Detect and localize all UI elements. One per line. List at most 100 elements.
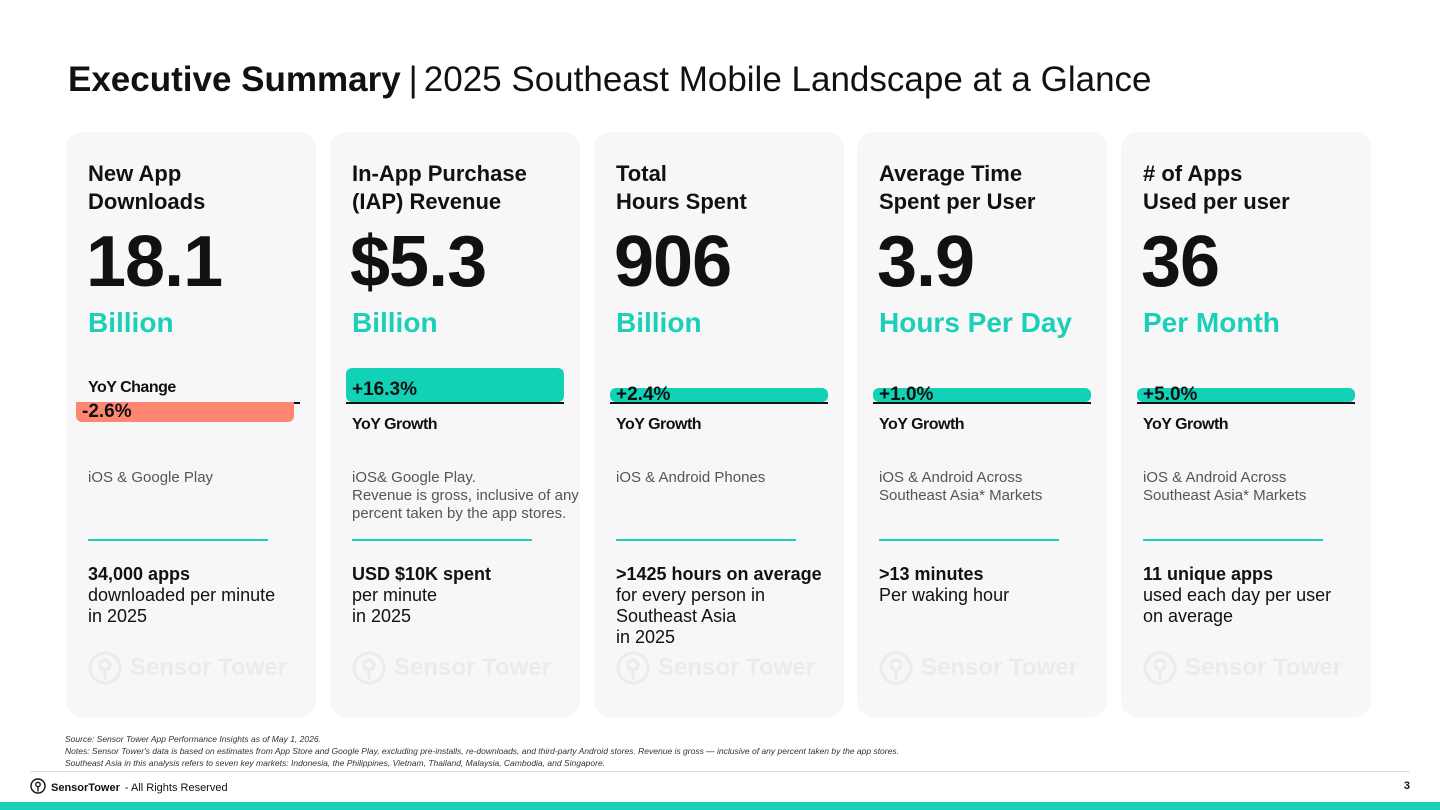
- watermark: Sensor Tower: [352, 650, 551, 686]
- change-value: +5.0%: [1143, 384, 1198, 405]
- metric-card: Total Hours Spent 906 Billion +2.4% YoY Growt…: [594, 132, 844, 717]
- sensor-tower-logo-icon: [88, 651, 122, 685]
- stat-line: used each day per user: [1143, 585, 1332, 605]
- card-label: In-App Purchase (IAP) Revenue: [352, 160, 527, 216]
- page-title: Executive Summary | 2025 Southeast Mobile …: [68, 58, 1152, 102]
- card-baseline: [346, 402, 564, 404]
- card-value: $5.3: [350, 222, 487, 302]
- title-bold: Executive Summary: [68, 60, 401, 99]
- change-value: +2.4%: [616, 384, 671, 405]
- watermark: Sensor Tower: [1143, 650, 1342, 686]
- footer-rights: - All Rights Reserved: [124, 781, 228, 794]
- card-baseline: [610, 402, 828, 404]
- description-line: percent taken by the app stores.: [352, 505, 567, 522]
- card-label-line2: Spent per User: [879, 189, 1036, 214]
- card-label: # of Apps Used per user: [1143, 160, 1290, 216]
- footer-divider: [30, 771, 1410, 772]
- metric-card: # of Apps Used per user 36 Per Month +5.0% Yo…: [1121, 132, 1371, 717]
- footer-brand: SensorTower: [51, 781, 120, 794]
- description-line: iOS & Android Across: [1143, 469, 1287, 486]
- description-line: Revenue is gross, inclusive of any: [352, 487, 579, 504]
- description-line: Southeast Asia* Markets: [879, 487, 1043, 504]
- card-stat: USD $10K spent per minute in 2025: [352, 564, 491, 627]
- card-label: New App Downloads: [88, 160, 205, 216]
- card-label-line2: Downloads: [88, 189, 206, 214]
- card-divider: [88, 539, 268, 541]
- metric-card: Average Time Spent per User 3.9 Hours Per D…: [857, 132, 1107, 717]
- footnote-notes: Notes: Sensor Tower's data is based on e…: [65, 746, 899, 756]
- card-label-line1: New App: [88, 161, 182, 186]
- description-line: iOS & Android Phones: [616, 469, 766, 486]
- card-description: iOS & Android Across Southeast Asia* Mark…: [879, 469, 1042, 505]
- change-value: -2.6%: [82, 401, 132, 422]
- card-stat: >13 minutes Per waking hour: [879, 564, 1009, 606]
- description-line: Southeast Asia* Markets: [1143, 487, 1307, 504]
- card-label: Average Time Spent per User: [879, 160, 1036, 216]
- change-label: YoY Growth: [352, 416, 438, 433]
- watermark-text: Sensor Tower: [921, 654, 1078, 681]
- card-unit: Billion: [352, 307, 438, 338]
- description-line: iOS & Android Across: [879, 469, 1023, 486]
- change-bar: +5.0%: [1137, 385, 1355, 404]
- card-description: iOS & Google Play: [88, 469, 213, 487]
- card-baseline: [873, 402, 1091, 404]
- card-unit: Billion: [616, 307, 702, 338]
- watermark-text: Sensor Tower: [1185, 654, 1342, 681]
- card-baseline: [1137, 402, 1355, 404]
- stat-line: in 2025: [352, 606, 412, 626]
- card-description: iOS & Android Across Southeast Asia* Mark…: [1143, 469, 1306, 505]
- stat-highlight: USD $10K spent: [352, 564, 492, 584]
- watermark-text: Sensor Tower: [130, 654, 287, 681]
- watermark: Sensor Tower: [616, 650, 815, 686]
- watermark: Sensor Tower: [879, 650, 1078, 686]
- stat-highlight: 34,000 apps: [88, 564, 191, 584]
- card-label-line1: Total: [616, 161, 667, 186]
- card-value: 3.9: [877, 222, 975, 302]
- card-description: iOS& Google Play. Revenue is gross, inclu…: [352, 469, 579, 523]
- change-value: +16.3%: [352, 379, 417, 400]
- stat-highlight: >13 minutes: [879, 564, 984, 584]
- card-divider: [616, 539, 796, 541]
- card-unit: Per Month: [1143, 307, 1280, 338]
- watermark: Sensor Tower: [88, 650, 287, 686]
- sensor-tower-logo-icon: [616, 651, 650, 685]
- change-bar: -2.6%: [76, 402, 294, 422]
- card-label-line2: Hours Spent: [616, 189, 747, 214]
- stat-line: Per waking hour: [879, 585, 1010, 605]
- change-label: YoY Growth: [879, 416, 965, 433]
- footnote-source: Source: Sensor Tower App Performance Ins…: [65, 734, 321, 744]
- stat-line: in 2025: [88, 606, 148, 626]
- footer: SensorTower - All Rights Reserved: [30, 778, 228, 797]
- card-label: Total Hours Spent: [616, 160, 747, 216]
- stat-line: on average: [1143, 606, 1234, 626]
- metric-card: New App Downloads 18.1 Billion YoY Change -2.…: [66, 132, 316, 717]
- card-value: 36: [1141, 222, 1220, 302]
- stat-line: per minute: [352, 585, 438, 605]
- card-unit: Billion: [88, 307, 174, 338]
- stat-line: for every person in: [616, 585, 766, 605]
- card-value: 906: [614, 222, 732, 302]
- card-label-line2: (IAP) Revenue: [352, 189, 502, 214]
- card-stat: 11 unique apps used each day per user on a…: [1143, 564, 1331, 627]
- watermark-text: Sensor Tower: [658, 654, 815, 681]
- description-line: iOS & Google Play: [88, 469, 214, 486]
- metric-card: In-App Purchase (IAP) Revenue $5.3 Billion +…: [330, 132, 580, 717]
- change-bar: +2.4%: [610, 385, 828, 404]
- bottom-accent-strip: [0, 802, 1440, 810]
- card-divider: [879, 539, 1059, 541]
- title-separator: |: [408, 60, 418, 99]
- card-stat: >1425 hours on average for every person i…: [616, 564, 822, 648]
- card-value: 18.1: [86, 222, 223, 302]
- card-label-line2: Used per user: [1143, 189, 1290, 214]
- sensor-tower-logo-icon: [1143, 651, 1177, 685]
- title-subtitle: 2025 Southeast Mobile Landscape at a Gla…: [423, 60, 1152, 99]
- footnote-region: Southeast Asia in this analysis refers t…: [65, 758, 606, 768]
- stat-line: in 2025: [616, 627, 676, 647]
- card-label-line1: # of Apps: [1143, 161, 1243, 186]
- stat-highlight: >1425 hours on average: [616, 564, 822, 584]
- card-unit: Hours Per Day: [879, 307, 1072, 338]
- change-label: YoY Growth: [1143, 416, 1229, 433]
- watermark-text: Sensor Tower: [394, 654, 551, 681]
- card-label-line1: Average Time: [879, 161, 1023, 186]
- sensor-tower-logo-icon: [30, 778, 46, 797]
